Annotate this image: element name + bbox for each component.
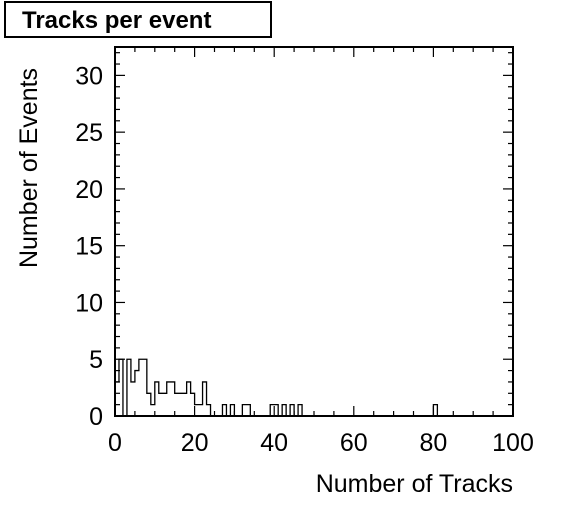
y-tick-label: 10	[75, 289, 103, 317]
y-axis-title: Number of Events	[15, 68, 43, 268]
histogram-bin	[183, 393, 187, 416]
y-tick-label: 20	[75, 176, 103, 204]
y-tick-label: 15	[75, 233, 103, 261]
histogram-outline	[114, 358, 439, 417]
title-box: Tracks per event	[4, 1, 272, 38]
x-tick-label: 40	[260, 429, 288, 457]
x-axis-title: Number of Tracks	[316, 470, 513, 498]
histogram-bin	[163, 393, 167, 416]
y-tick-label: 5	[89, 346, 103, 374]
plot-frame	[114, 46, 514, 417]
x-tick-label: 0	[108, 429, 122, 457]
histogram-bin	[159, 393, 163, 416]
y-tick-label: 0	[89, 403, 103, 431]
histogram-bin	[179, 393, 183, 416]
chart-title: Tracks per event	[22, 7, 211, 34]
y-tick-label: 25	[75, 119, 103, 147]
x-tick-label: 100	[492, 429, 534, 457]
histogram-bin	[199, 405, 203, 416]
x-tick-label: 60	[340, 429, 368, 457]
x-tick-label: 80	[419, 429, 447, 457]
histogram-bin	[131, 382, 135, 416]
plot-area	[114, 46, 514, 417]
x-tick-label: 20	[181, 429, 209, 457]
y-tick-label: 30	[75, 62, 103, 90]
